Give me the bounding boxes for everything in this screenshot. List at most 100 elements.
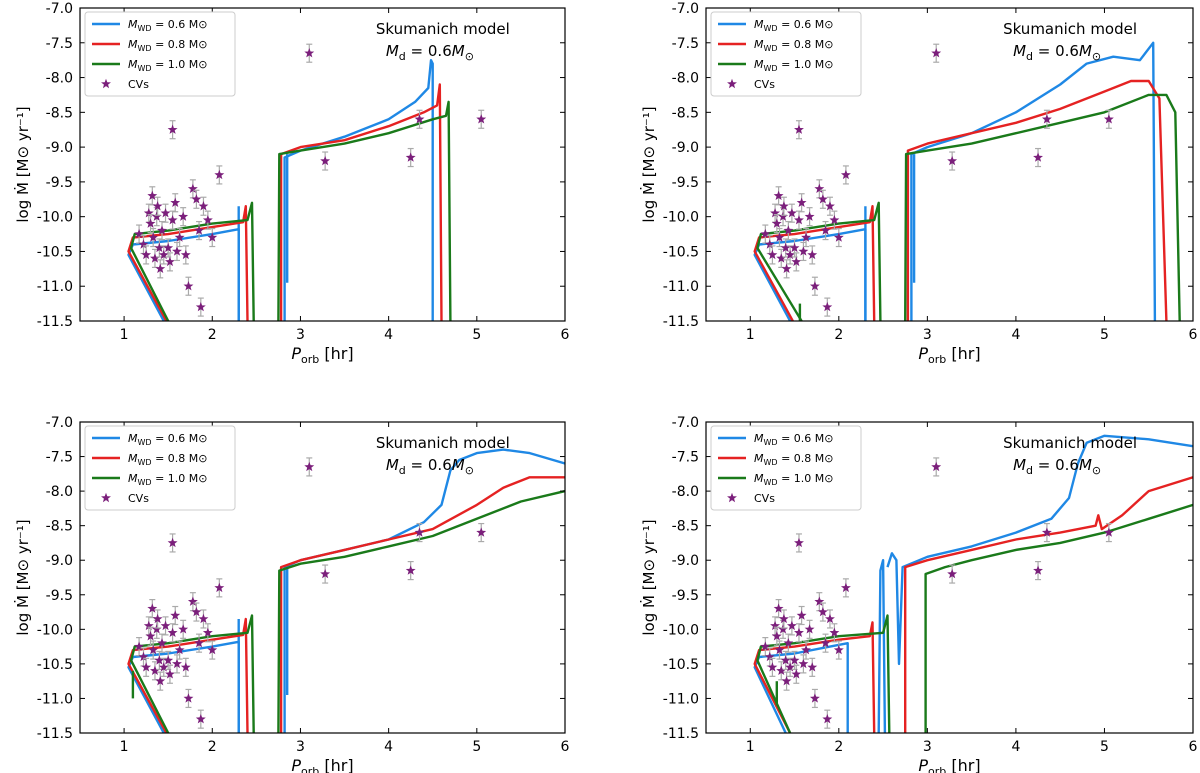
cv-point bbox=[817, 194, 828, 204]
cv-point bbox=[931, 461, 942, 472]
legend-main: M bbox=[128, 38, 138, 51]
x-tick-label: 3 bbox=[296, 739, 305, 755]
legend-label: CVs bbox=[128, 492, 149, 505]
xlabel-rest: [hr] bbox=[946, 344, 980, 363]
annotation-rest: = 0.6 bbox=[406, 456, 452, 474]
cv-point bbox=[174, 644, 185, 655]
legend-main: M bbox=[754, 472, 764, 485]
series-line-1-seg-0 bbox=[127, 205, 249, 321]
cv-point bbox=[1033, 152, 1043, 162]
cv-point bbox=[304, 461, 315, 472]
series-line-1-seg-1 bbox=[904, 476, 1193, 733]
cv-point bbox=[778, 201, 789, 211]
y-tick-label: -10.5 bbox=[663, 657, 699, 673]
cv-point bbox=[320, 568, 331, 579]
cv-point bbox=[207, 644, 218, 655]
cv-point bbox=[150, 253, 160, 263]
y-tick-label: -9.0 bbox=[46, 553, 73, 569]
cv-point bbox=[794, 124, 804, 134]
cv-point bbox=[163, 242, 174, 253]
x-tick-label: 5 bbox=[1100, 327, 1109, 343]
cv-point bbox=[760, 641, 771, 651]
cv-point bbox=[931, 48, 942, 58]
cv-point bbox=[152, 201, 163, 211]
annotation-unit: M bbox=[1079, 42, 1092, 60]
cv-point bbox=[150, 665, 160, 676]
y-tick-label: -11.5 bbox=[37, 726, 73, 742]
x-axis-label: Porb [hr] bbox=[918, 756, 980, 773]
y-tick-label: -10.0 bbox=[663, 210, 699, 226]
x-tick-label: 5 bbox=[472, 327, 481, 343]
cv-point bbox=[804, 624, 815, 634]
legend-label: MWD = 0.6 M⊙ bbox=[754, 432, 834, 447]
cv-point bbox=[773, 603, 784, 613]
annotation-model: Skumanich model bbox=[376, 20, 510, 38]
x-tick-label: 4 bbox=[1011, 739, 1020, 755]
cv-point bbox=[476, 114, 487, 124]
legend-sub: WD bbox=[138, 438, 152, 447]
xlabel-rest: [hr] bbox=[946, 756, 980, 773]
legend-main: M bbox=[128, 18, 138, 31]
cv-point bbox=[198, 201, 209, 211]
annotation-model: Skumanich model bbox=[1003, 434, 1137, 452]
cv-point bbox=[798, 246, 809, 256]
cv-point bbox=[138, 651, 149, 662]
legend-rest: = 0.8 M⊙ bbox=[152, 38, 208, 51]
x-tick-label: 5 bbox=[1100, 739, 1109, 755]
cv-point bbox=[1041, 527, 1052, 537]
cv-point bbox=[167, 124, 178, 134]
xlabel-main: P bbox=[918, 756, 928, 773]
y-tick-label: -11.5 bbox=[663, 726, 699, 742]
cv-point bbox=[760, 228, 771, 239]
plot-area bbox=[127, 43, 487, 321]
y-tick-label: -8.0 bbox=[672, 484, 699, 500]
x-axis-label: Porb [hr] bbox=[918, 344, 980, 366]
legend-label: MWD = 1.0 M⊙ bbox=[754, 58, 834, 73]
y-tick-label: -8.5 bbox=[672, 105, 699, 121]
series-line-1-seg-0 bbox=[127, 617, 249, 733]
cv-point bbox=[151, 211, 162, 221]
series-line-0-seg-2 bbox=[283, 59, 434, 321]
legend-rest: = 0.6 M⊙ bbox=[152, 432, 208, 445]
legend-sub: WD bbox=[764, 438, 778, 447]
x-tick-label: 2 bbox=[208, 327, 217, 343]
series-line-2-seg-2 bbox=[277, 489, 565, 733]
cv-point bbox=[157, 225, 167, 235]
cv-point bbox=[820, 637, 831, 648]
cv-point bbox=[771, 218, 782, 228]
annotation-unit-sub: ⊙ bbox=[1092, 50, 1101, 63]
legend-rest: = 0.8 M⊙ bbox=[778, 38, 834, 51]
cv-point bbox=[165, 256, 175, 267]
chart-panel-bottom-right: 1 2 3 4 5 6 -11.5 -11.0 -10.5 -10.0 -9.5 -9.0 -8.5 -8… bbox=[639, 415, 1198, 773]
xlabel-main: P bbox=[291, 344, 301, 363]
y-tick-label: -9.0 bbox=[46, 140, 73, 156]
cv-point bbox=[807, 662, 818, 672]
cv-point bbox=[157, 637, 167, 648]
legend-box bbox=[710, 11, 862, 97]
legend-star-icon bbox=[727, 78, 737, 89]
cv-point bbox=[172, 246, 182, 256]
cv-point bbox=[174, 232, 185, 242]
cv-point bbox=[822, 301, 833, 312]
series-line-2-seg-0 bbox=[756, 614, 891, 733]
cv-point bbox=[155, 675, 166, 686]
cv-point bbox=[143, 207, 154, 218]
cv-point bbox=[170, 197, 181, 207]
x-tick-label: 1 bbox=[120, 327, 129, 343]
legend-sub: WD bbox=[138, 44, 152, 53]
annotation-m: M bbox=[1013, 456, 1026, 474]
legend-label: MWD = 0.8 M⊙ bbox=[754, 452, 834, 467]
cv-point bbox=[191, 606, 202, 617]
legend-rest: = 0.8 M⊙ bbox=[152, 452, 208, 465]
cv-point bbox=[155, 263, 166, 274]
legend-label: CVs bbox=[128, 78, 149, 91]
plot-area bbox=[127, 448, 565, 733]
legend-label: MWD = 0.8 M⊙ bbox=[754, 38, 834, 53]
cv-point bbox=[183, 281, 194, 291]
cv-point bbox=[820, 225, 831, 235]
cv-point bbox=[178, 211, 189, 221]
y-tick-label: -7.0 bbox=[672, 1, 699, 17]
cv-point bbox=[152, 613, 163, 624]
series-line-0-seg-2 bbox=[910, 41, 1157, 321]
cv-point bbox=[202, 214, 213, 225]
